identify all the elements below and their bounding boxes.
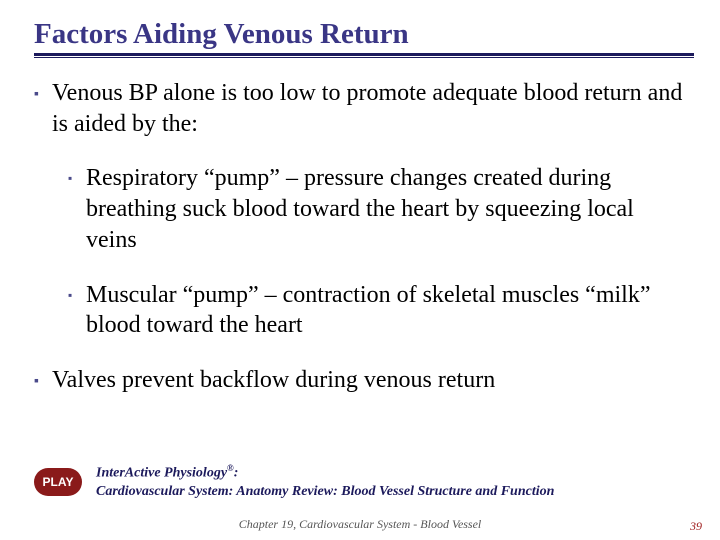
footer-line1-a: InterActive Physiology bbox=[96, 466, 227, 481]
page-number: 39 bbox=[690, 519, 702, 534]
footer: PLAY InterActive Physiology®: Cardiovasc… bbox=[34, 463, 554, 500]
square-bullet-icon: ▪ bbox=[68, 163, 86, 255]
registered-icon: ® bbox=[227, 463, 234, 473]
chapter-label: Chapter 19, Cardiovascular System - Bloo… bbox=[0, 517, 720, 532]
square-bullet-icon: ▪ bbox=[68, 280, 86, 341]
square-bullet-icon: ▪ bbox=[34, 78, 52, 139]
footer-line2: Cardiovascular System: Anatomy Review: B… bbox=[96, 484, 554, 499]
slide: Factors Aiding Venous Return ▪ Venous BP… bbox=[0, 0, 720, 540]
bullet-1-text: Venous BP alone is too low to promote ad… bbox=[52, 78, 686, 139]
bullet-1a-text: Respiratory “pump” – pressure changes cr… bbox=[86, 163, 686, 255]
footer-caption: InterActive Physiology®: Cardiovascular … bbox=[96, 463, 554, 500]
footer-line1-b: : bbox=[234, 466, 239, 481]
bullet-1b-text: Muscular “pump” – contraction of skeleta… bbox=[86, 280, 686, 341]
square-bullet-icon: ▪ bbox=[34, 365, 52, 396]
bullet-1: ▪ Venous BP alone is too low to promote … bbox=[34, 78, 686, 139]
page-title: Factors Aiding Venous Return bbox=[34, 18, 686, 51]
title-underline bbox=[34, 53, 694, 58]
bullet-1a: ▪ Respiratory “pump” – pressure changes … bbox=[34, 163, 686, 255]
bullet-2: ▪ Valves prevent backflow during venous … bbox=[34, 365, 686, 396]
play-button[interactable]: PLAY bbox=[34, 468, 82, 496]
bullet-2-text: Valves prevent backflow during venous re… bbox=[52, 365, 686, 396]
bullet-1b: ▪ Muscular “pump” – contraction of skele… bbox=[34, 280, 686, 341]
body-content: ▪ Venous BP alone is too low to promote … bbox=[34, 78, 686, 396]
